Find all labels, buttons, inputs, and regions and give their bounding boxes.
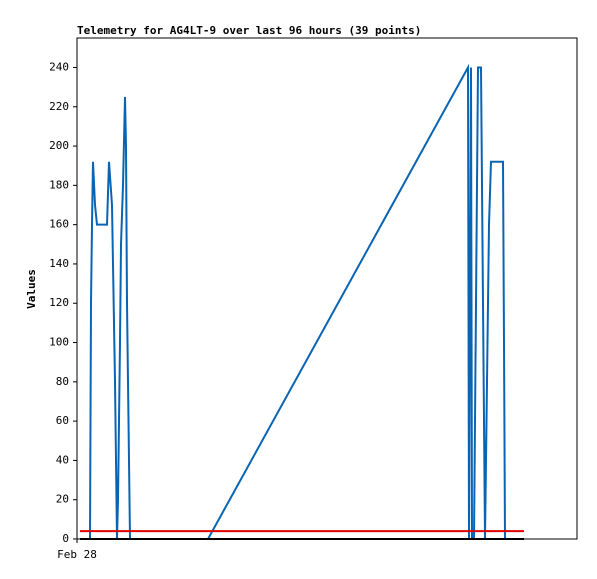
y-tick-label: 100 <box>49 336 69 349</box>
plot-frame <box>76 37 578 540</box>
y-tick-label: 120 <box>49 296 69 309</box>
chart-title: Telemetry for AG4LT-9 over last 96 hours… <box>77 24 421 37</box>
y-tick-label: 60 <box>56 414 69 427</box>
y-tick-label: 40 <box>56 453 69 466</box>
series-line <box>89 63 506 540</box>
y-tick-label: 160 <box>49 218 69 231</box>
y-tick-label: 20 <box>56 493 69 506</box>
y-tick-label: 200 <box>49 139 69 152</box>
x-tick-label: Feb 28 <box>57 548 97 561</box>
y-axis-label: Values <box>25 269 38 309</box>
y-tick-label: 240 <box>49 60 69 73</box>
y-tick-label: 140 <box>49 257 69 270</box>
y-tick-label: 80 <box>56 375 69 388</box>
y-tick-label: 180 <box>49 178 69 191</box>
y-tick-label: 0 <box>62 532 69 545</box>
y-tick-label: 220 <box>49 100 69 113</box>
